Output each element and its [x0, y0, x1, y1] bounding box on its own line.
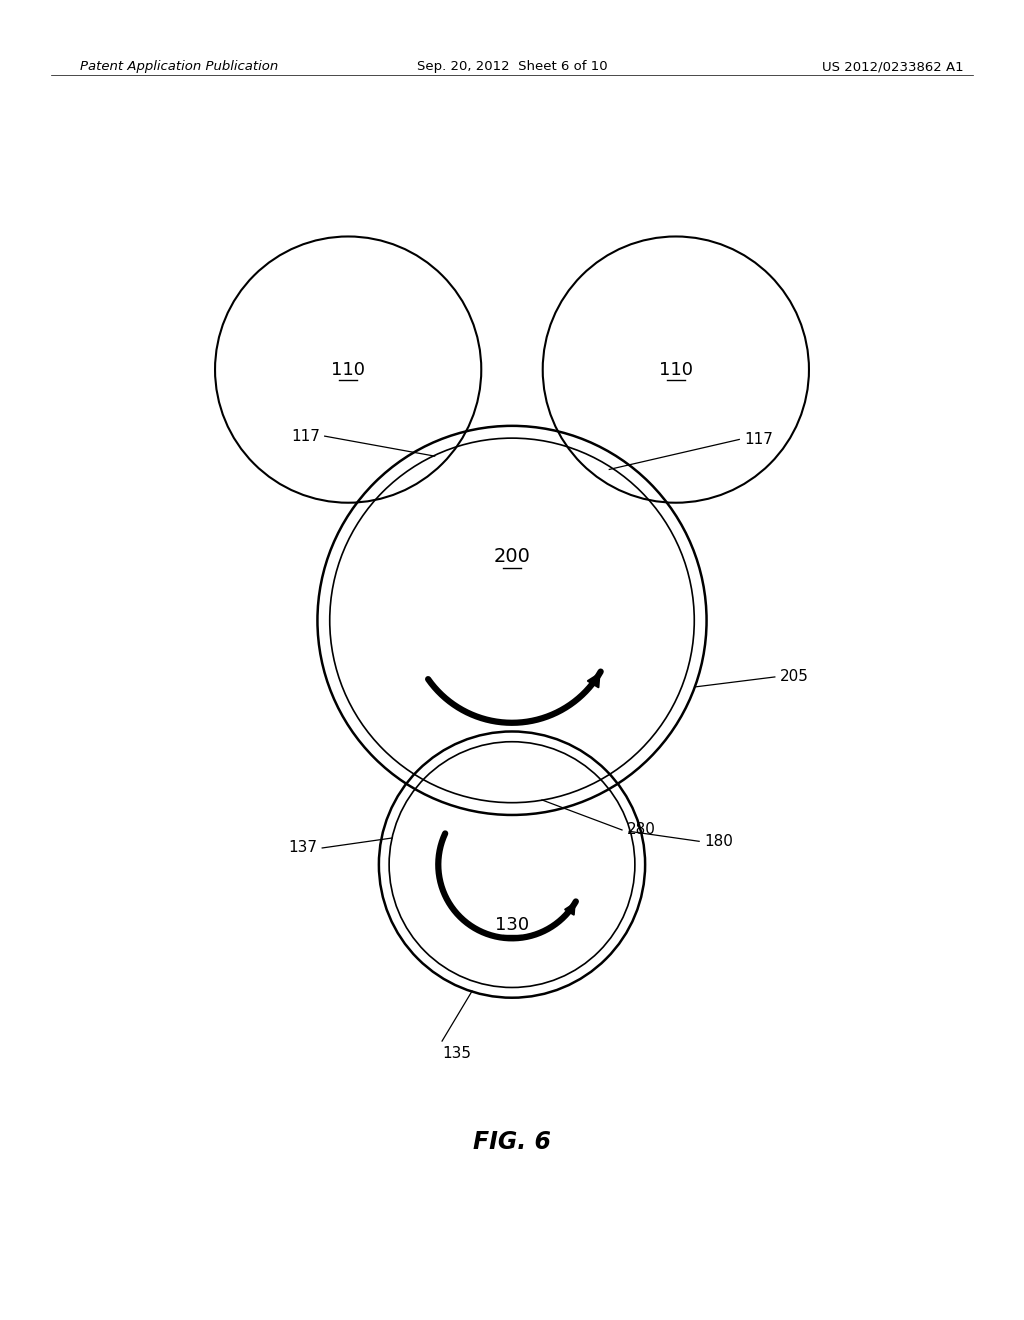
Text: Sep. 20, 2012  Sheet 6 of 10: Sep. 20, 2012 Sheet 6 of 10 — [417, 59, 607, 73]
Text: 200: 200 — [494, 546, 530, 566]
Text: Patent Application Publication: Patent Application Publication — [80, 59, 279, 73]
Text: 280: 280 — [627, 822, 656, 837]
Text: 180: 180 — [705, 834, 733, 849]
Text: 117: 117 — [291, 429, 319, 444]
Text: 110: 110 — [658, 360, 693, 379]
Text: 130: 130 — [495, 916, 529, 933]
Text: 137: 137 — [288, 841, 317, 855]
Text: 110: 110 — [331, 360, 366, 379]
Text: US 2012/0233862 A1: US 2012/0233862 A1 — [822, 59, 964, 73]
Text: FIG. 6: FIG. 6 — [473, 1130, 551, 1154]
Text: 205: 205 — [780, 669, 809, 685]
Text: 117: 117 — [744, 432, 773, 447]
Text: 135: 135 — [442, 1045, 471, 1061]
